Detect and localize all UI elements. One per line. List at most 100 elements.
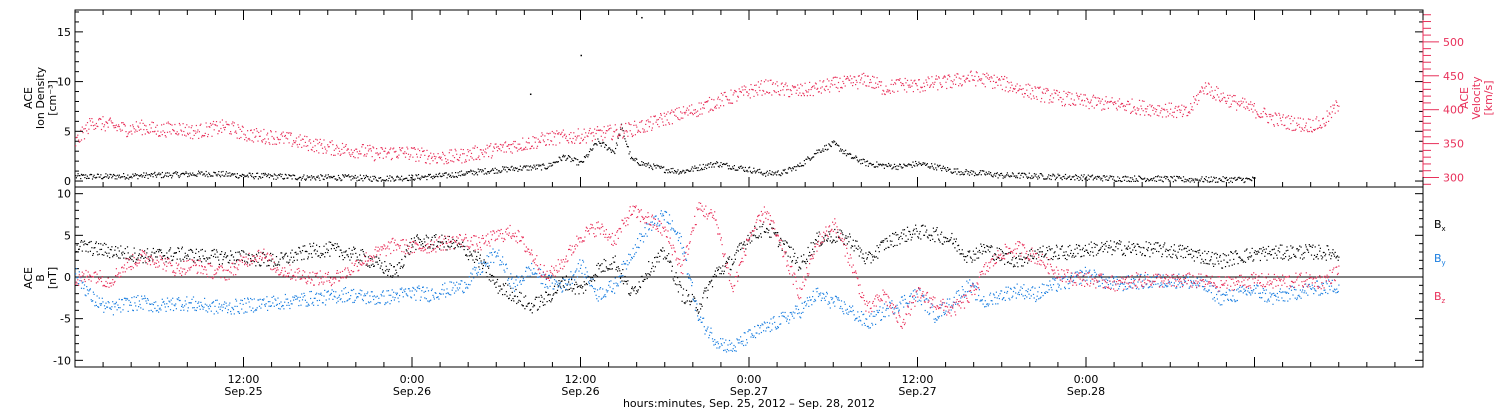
velocity-series-point bbox=[1043, 88, 1045, 90]
field-bx-series-point bbox=[583, 281, 585, 283]
density-series-point bbox=[887, 165, 889, 168]
density-series-point bbox=[1145, 180, 1147, 183]
field-bx-series-point bbox=[1151, 248, 1153, 250]
density-series-point bbox=[877, 163, 880, 165]
velocity-series-point bbox=[533, 147, 535, 149]
velocity-series-point bbox=[549, 132, 551, 134]
field-bx-series-point bbox=[543, 298, 545, 300]
density-series-point bbox=[328, 176, 330, 178]
field-bx-series-point bbox=[700, 303, 702, 305]
density-series-point bbox=[569, 156, 571, 158]
density-series-point bbox=[472, 170, 474, 172]
field-bx-series-point bbox=[1147, 247, 1149, 249]
velocity-series-point bbox=[1090, 101, 1092, 103]
field-bx-series-point bbox=[650, 271, 652, 273]
velocity-series-point bbox=[443, 163, 445, 165]
field-bx-series-point bbox=[230, 254, 232, 257]
field-bx-series-point bbox=[151, 251, 153, 253]
velocity-series-point bbox=[794, 86, 797, 88]
density-series-point bbox=[1238, 176, 1240, 178]
field-bx-series-point bbox=[767, 232, 769, 234]
velocity-series-point bbox=[274, 143, 276, 145]
field-bx-series-point bbox=[80, 241, 82, 243]
velocity-series-point bbox=[1088, 108, 1090, 110]
velocity-series-point bbox=[789, 89, 791, 91]
field-bx-series-point bbox=[539, 300, 542, 302]
velocity-series-point bbox=[1247, 107, 1249, 109]
density-series-point bbox=[351, 175, 353, 177]
velocity-series-point bbox=[865, 85, 867, 87]
field-bx-series-point bbox=[932, 238, 934, 240]
density-series-point bbox=[216, 175, 218, 177]
density-series-point bbox=[922, 162, 924, 164]
velocity-series-point bbox=[420, 154, 422, 156]
velocity-series-point bbox=[152, 122, 154, 124]
velocity-series-point bbox=[183, 130, 185, 133]
density-series-point bbox=[639, 164, 641, 166]
velocity-series-point bbox=[685, 109, 688, 111]
velocity-series-point bbox=[1167, 115, 1169, 117]
density-series-point bbox=[1073, 175, 1075, 177]
field-bx-series-point bbox=[328, 241, 330, 243]
field-bx-series-point bbox=[717, 268, 719, 271]
density-series-point bbox=[324, 176, 326, 178]
velocity-series-point bbox=[638, 130, 640, 132]
field-bx-series-point bbox=[942, 243, 944, 245]
density-series-point bbox=[192, 172, 194, 174]
density-series-point bbox=[309, 176, 311, 178]
density-series-point bbox=[356, 180, 358, 182]
velocity-series-point bbox=[625, 122, 627, 125]
field-bx-series-point bbox=[691, 293, 693, 296]
density-series-point bbox=[926, 163, 928, 165]
field-bx-series-point bbox=[1154, 248, 1156, 250]
field-bx-series-point bbox=[350, 253, 352, 255]
density-series-point bbox=[594, 143, 596, 145]
velocity-series-point bbox=[516, 150, 519, 152]
velocity-series-point bbox=[705, 101, 707, 103]
velocity-series-point bbox=[1187, 114, 1189, 117]
field-bx-series-point bbox=[610, 268, 612, 270]
velocity-series-point bbox=[1127, 101, 1129, 103]
field-bx-series-point bbox=[593, 274, 595, 277]
field-bx-series-point bbox=[290, 256, 292, 258]
field-bx-series-point bbox=[685, 289, 688, 291]
velocity-series-point bbox=[485, 152, 487, 154]
field-bx-series-point bbox=[949, 239, 951, 241]
density-series-point bbox=[296, 179, 298, 181]
velocity-series-point bbox=[869, 79, 871, 81]
density-series-point bbox=[895, 168, 897, 170]
velocity-series-point bbox=[1253, 103, 1255, 105]
field-bx-series-point bbox=[624, 275, 626, 278]
velocity-series-point bbox=[472, 147, 474, 149]
density-series-point bbox=[251, 175, 253, 178]
velocity-series-point bbox=[165, 136, 167, 138]
field-bx-series-point bbox=[284, 254, 286, 256]
field-bx-series-point bbox=[1172, 253, 1174, 255]
field-bx-series-point bbox=[846, 243, 848, 245]
velocity-series-point bbox=[495, 143, 497, 145]
field-bx-series-point bbox=[399, 262, 401, 264]
velocity-series-point bbox=[550, 140, 552, 142]
density-series-point bbox=[98, 176, 100, 178]
density-series-point bbox=[828, 143, 830, 145]
field-bx-series-point bbox=[1022, 265, 1024, 267]
density-series-point bbox=[627, 146, 629, 148]
density-series-point bbox=[1217, 181, 1219, 183]
velocity-series-point bbox=[932, 82, 934, 84]
density-series-point bbox=[235, 176, 238, 178]
field-bx-series-point bbox=[886, 240, 888, 242]
velocity-series-point bbox=[538, 141, 540, 143]
velocity-series-point bbox=[1180, 109, 1182, 111]
velocity-series-point bbox=[1152, 109, 1154, 111]
velocity-series-point bbox=[713, 99, 715, 101]
field-bx-series-point bbox=[612, 257, 614, 259]
field-bx-series-point bbox=[123, 257, 125, 259]
field-bx-series-point bbox=[1110, 240, 1112, 242]
field-bx-series-point bbox=[589, 280, 591, 282]
field-bx-series-point bbox=[243, 251, 245, 253]
field-bx-series-point bbox=[467, 248, 469, 251]
field-bx-series-point bbox=[247, 262, 249, 264]
density-series-point bbox=[1027, 177, 1029, 179]
velocity-series-point bbox=[367, 150, 370, 152]
density-series-point bbox=[847, 153, 849, 155]
